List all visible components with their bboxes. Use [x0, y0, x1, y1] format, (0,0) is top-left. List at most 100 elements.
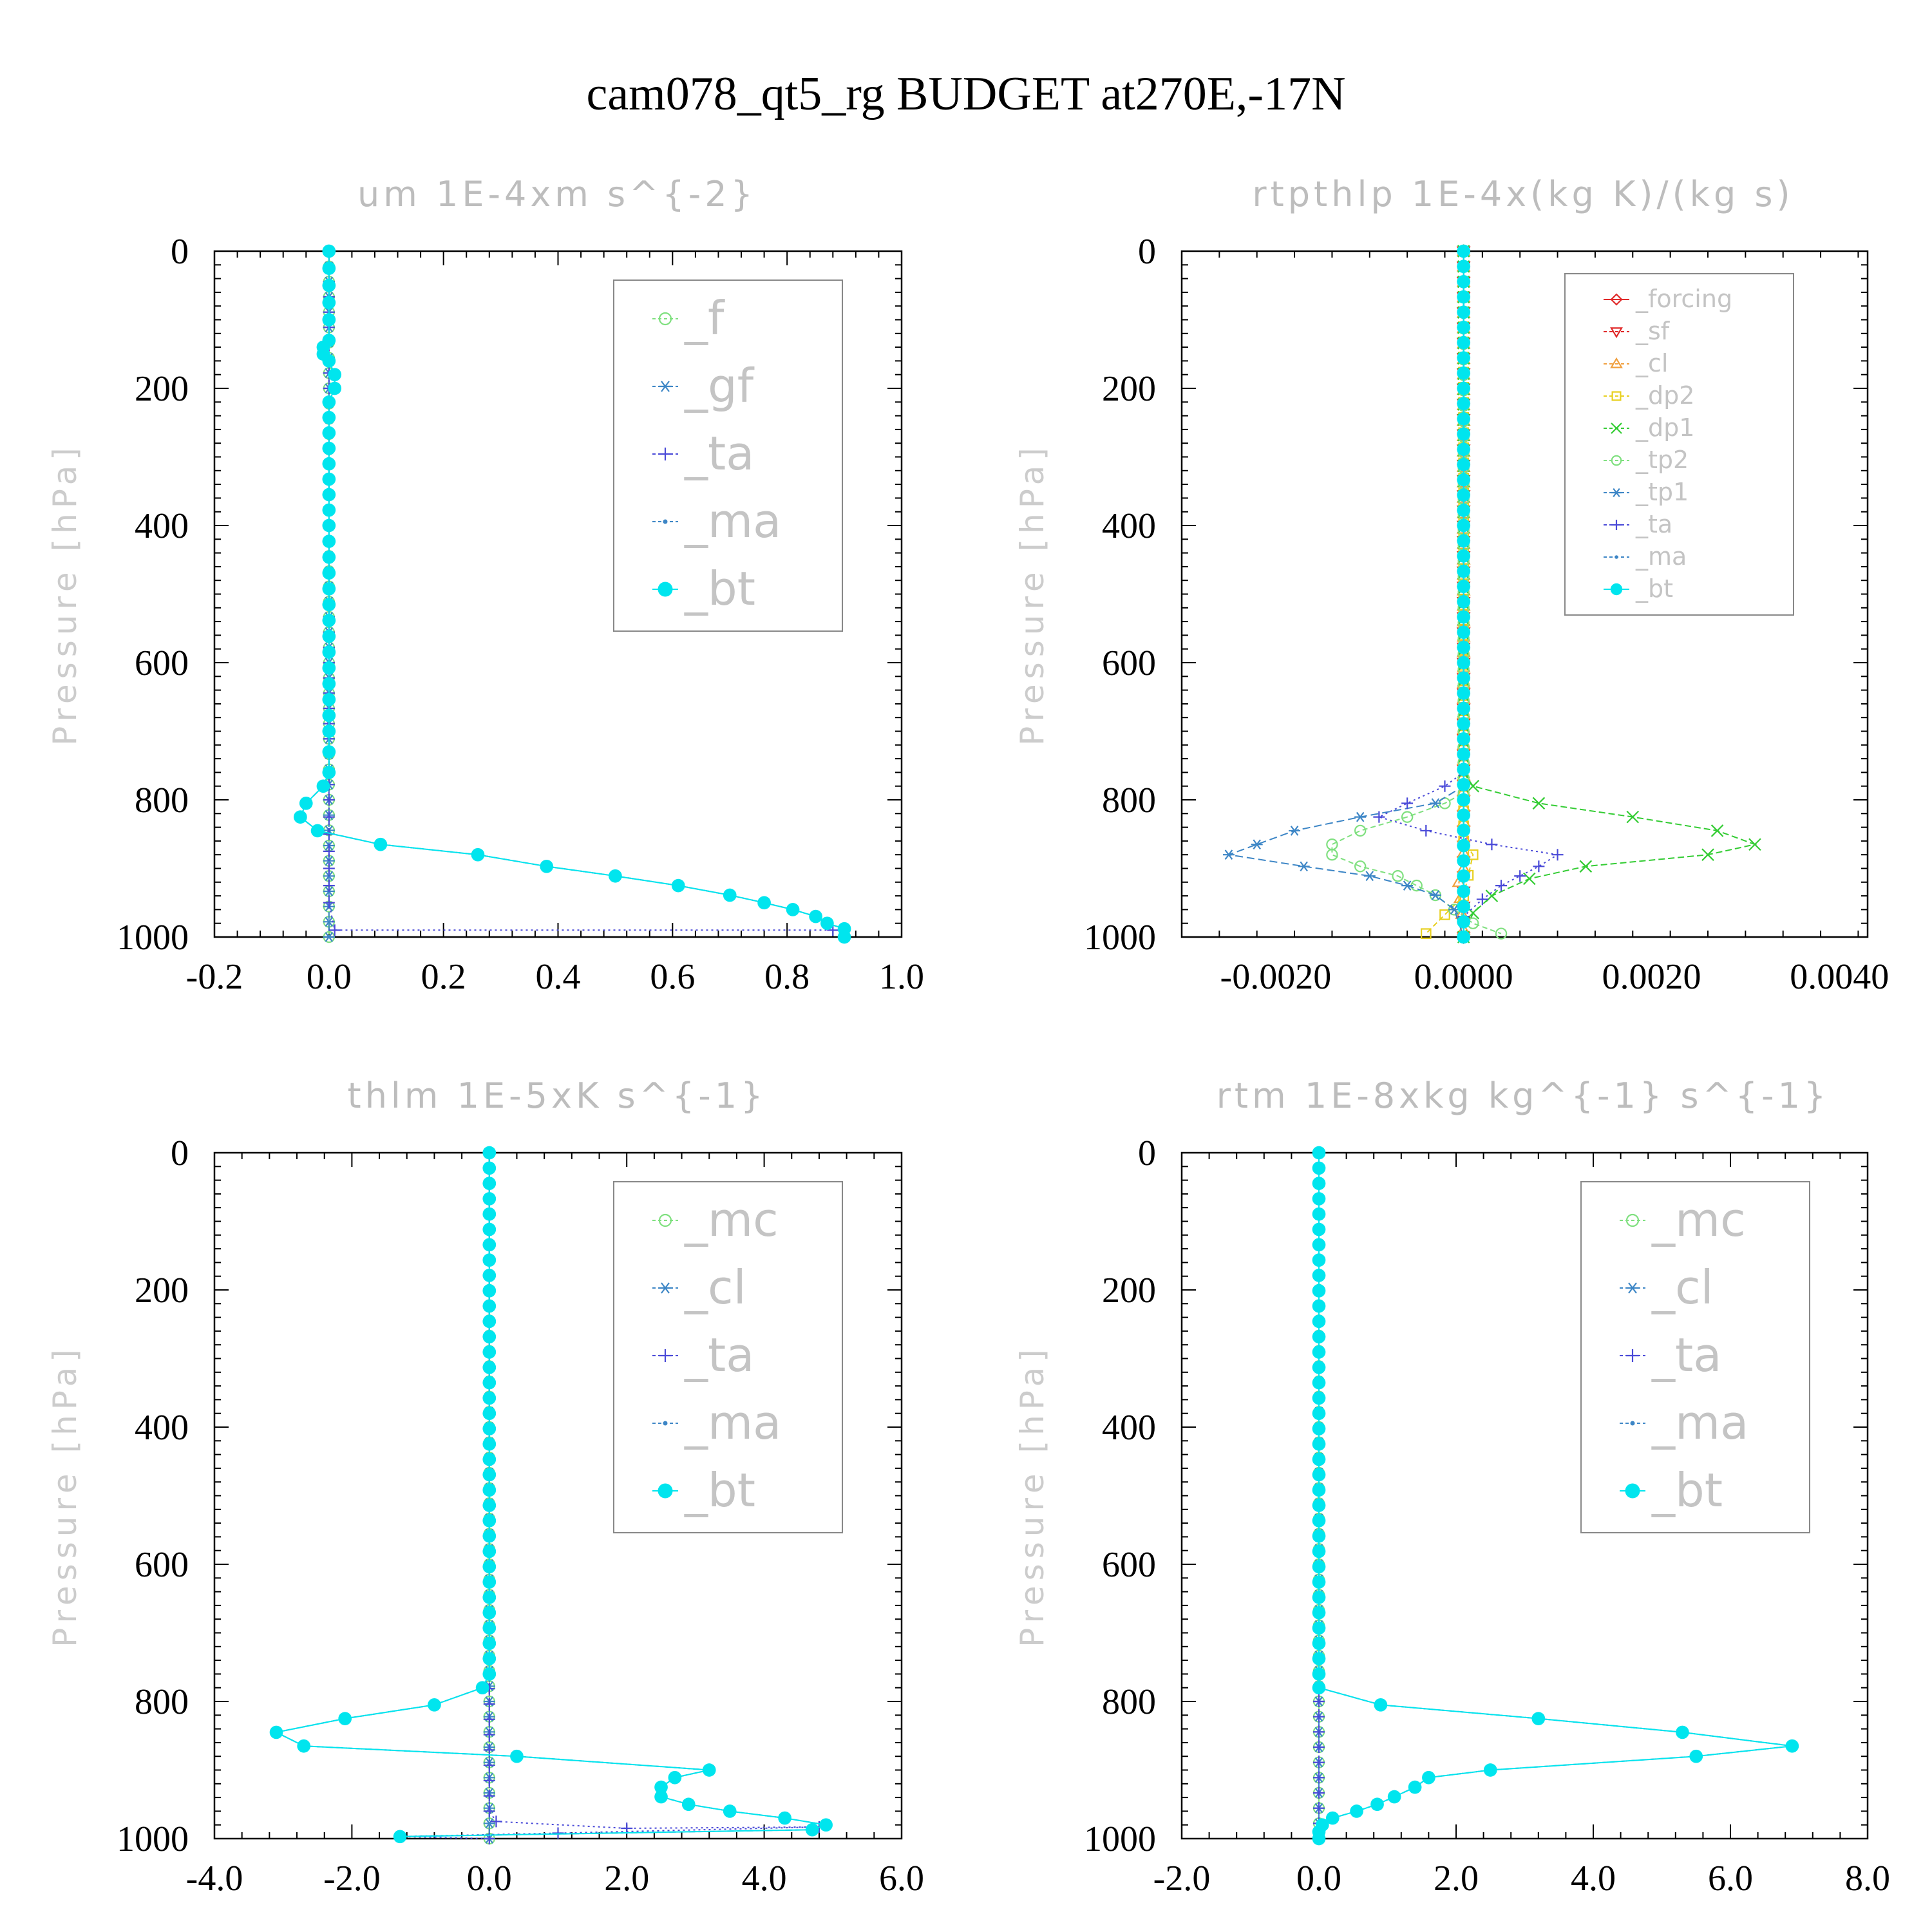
data-point [322, 441, 336, 455]
data-point [1408, 1780, 1422, 1794]
data-point [1312, 1330, 1326, 1344]
series-line [1425, 251, 1474, 934]
data-point [482, 1575, 497, 1589]
y-tick-label: 800 [135, 781, 189, 820]
x-tick-label: 0.0 [307, 957, 352, 997]
data-point [322, 677, 336, 691]
data-point [323, 845, 335, 857]
data-point [757, 896, 771, 910]
data-point [1312, 1499, 1326, 1512]
legend-marker [1610, 583, 1623, 596]
figure-title: cam078_qt5_rg BUDGET at270E,-17N [586, 68, 1345, 120]
legend-item: _dp1 [1604, 413, 1694, 442]
legend-label: _forcing [1635, 285, 1732, 313]
data-point [1439, 780, 1451, 792]
panel-3: thlm 1E-5xK s^{-1} Pressure [hPa] 0 200 400 6… [46, 1075, 924, 1899]
panel-4: rtm 1E-8xkg kg^{-1} s^{-1} Pressure [hPa]… [1014, 1075, 1890, 1899]
data-point [482, 1360, 497, 1374]
x-tick-label: -2.0 [323, 1859, 381, 1899]
data-point [1312, 1222, 1326, 1236]
data-point [1312, 1452, 1326, 1466]
legend-box [613, 1181, 843, 1533]
data-point [482, 1437, 497, 1451]
legend-marker [1611, 422, 1622, 434]
y-tick-label: 0 [1138, 232, 1156, 272]
data-point [322, 629, 336, 643]
data-point [482, 1192, 497, 1206]
data-point [322, 261, 336, 275]
legend-box [1564, 273, 1794, 616]
legend-marker [659, 381, 672, 392]
data-point [1457, 808, 1471, 822]
data-point [322, 535, 336, 548]
data-point [1298, 861, 1310, 872]
legend-marker [1611, 391, 1622, 401]
legend-label: _dp1 [1635, 413, 1694, 442]
data-point [1457, 427, 1471, 441]
x-tick-label: 1.0 [879, 957, 924, 997]
legend-label: _bt [684, 1463, 755, 1517]
data-point [1457, 747, 1471, 761]
data-point [322, 566, 336, 580]
data-point [1313, 1726, 1325, 1738]
legend-marker [658, 1483, 673, 1499]
data-point [1457, 442, 1471, 457]
data-point [428, 1698, 441, 1712]
data-point [482, 1422, 497, 1435]
data-point [323, 862, 335, 875]
legend-marker [1610, 357, 1623, 368]
data-point [1457, 930, 1471, 944]
panel-1-legend: _f _gf _ta _ma _bt [613, 279, 843, 632]
y-tick-label: 200 [1102, 369, 1156, 409]
series-line [328, 251, 833, 931]
legend-item: _ma [652, 494, 781, 548]
panel-2-legend: _forcing _sf _cl _dp2 _dp1 _tp2 _tp1 _ta _ma _bt [1564, 273, 1794, 616]
legend-marker [1611, 455, 1622, 466]
x-tick-label: 0.6 [650, 957, 695, 997]
data-point [1439, 909, 1450, 920]
legend-marker [659, 448, 672, 460]
x-tick-label: 2.0 [604, 1859, 649, 1899]
panel-4-ylabel: Pressure [hPa] [1014, 1344, 1051, 1647]
data-point [323, 896, 335, 909]
data-point [1457, 488, 1471, 502]
data-point [316, 779, 330, 793]
data-point [1313, 1787, 1325, 1799]
panel-4-frame [1180, 1151, 1869, 1840]
data-point [1401, 797, 1414, 810]
data-point [482, 1544, 497, 1558]
y-tick-label: 800 [1102, 781, 1156, 820]
data-point [1457, 625, 1471, 639]
x-tick-label: 0.2 [421, 957, 466, 997]
data-point [1401, 880, 1414, 891]
data-point [668, 1770, 682, 1785]
data-point [1457, 823, 1471, 837]
data-point [1531, 1712, 1546, 1725]
x-tick-label: 0.4 [536, 957, 581, 997]
y-tick-label: 0 [171, 1133, 189, 1173]
data-point [1312, 1207, 1326, 1221]
data-point [1457, 717, 1471, 731]
legend-label: _ta [1651, 1328, 1721, 1382]
panel-3-frame [213, 1151, 903, 1840]
series-line [1377, 251, 1560, 937]
data-point [510, 1749, 524, 1763]
data-point [1457, 244, 1471, 258]
data-point [1710, 824, 1724, 837]
legend-box [1580, 1181, 1810, 1533]
legend-item: _mc [652, 1193, 779, 1247]
data-point [490, 1815, 502, 1828]
data-point [1312, 1360, 1326, 1374]
data-point [702, 1763, 716, 1777]
data-point [482, 1621, 497, 1635]
data-point [322, 550, 336, 564]
data-point [1313, 1741, 1325, 1753]
panel-1: um 1E-4xm s^{-2} Pressure [hPa] 0 200 400 600… [46, 174, 924, 997]
y-tick-label: 200 [135, 369, 189, 409]
legend-marker [1611, 520, 1622, 530]
data-point [482, 1269, 497, 1282]
y-tick-label: 400 [135, 506, 189, 546]
data-point [322, 313, 336, 327]
data-point [1289, 826, 1301, 836]
series-ma [298, 249, 847, 940]
